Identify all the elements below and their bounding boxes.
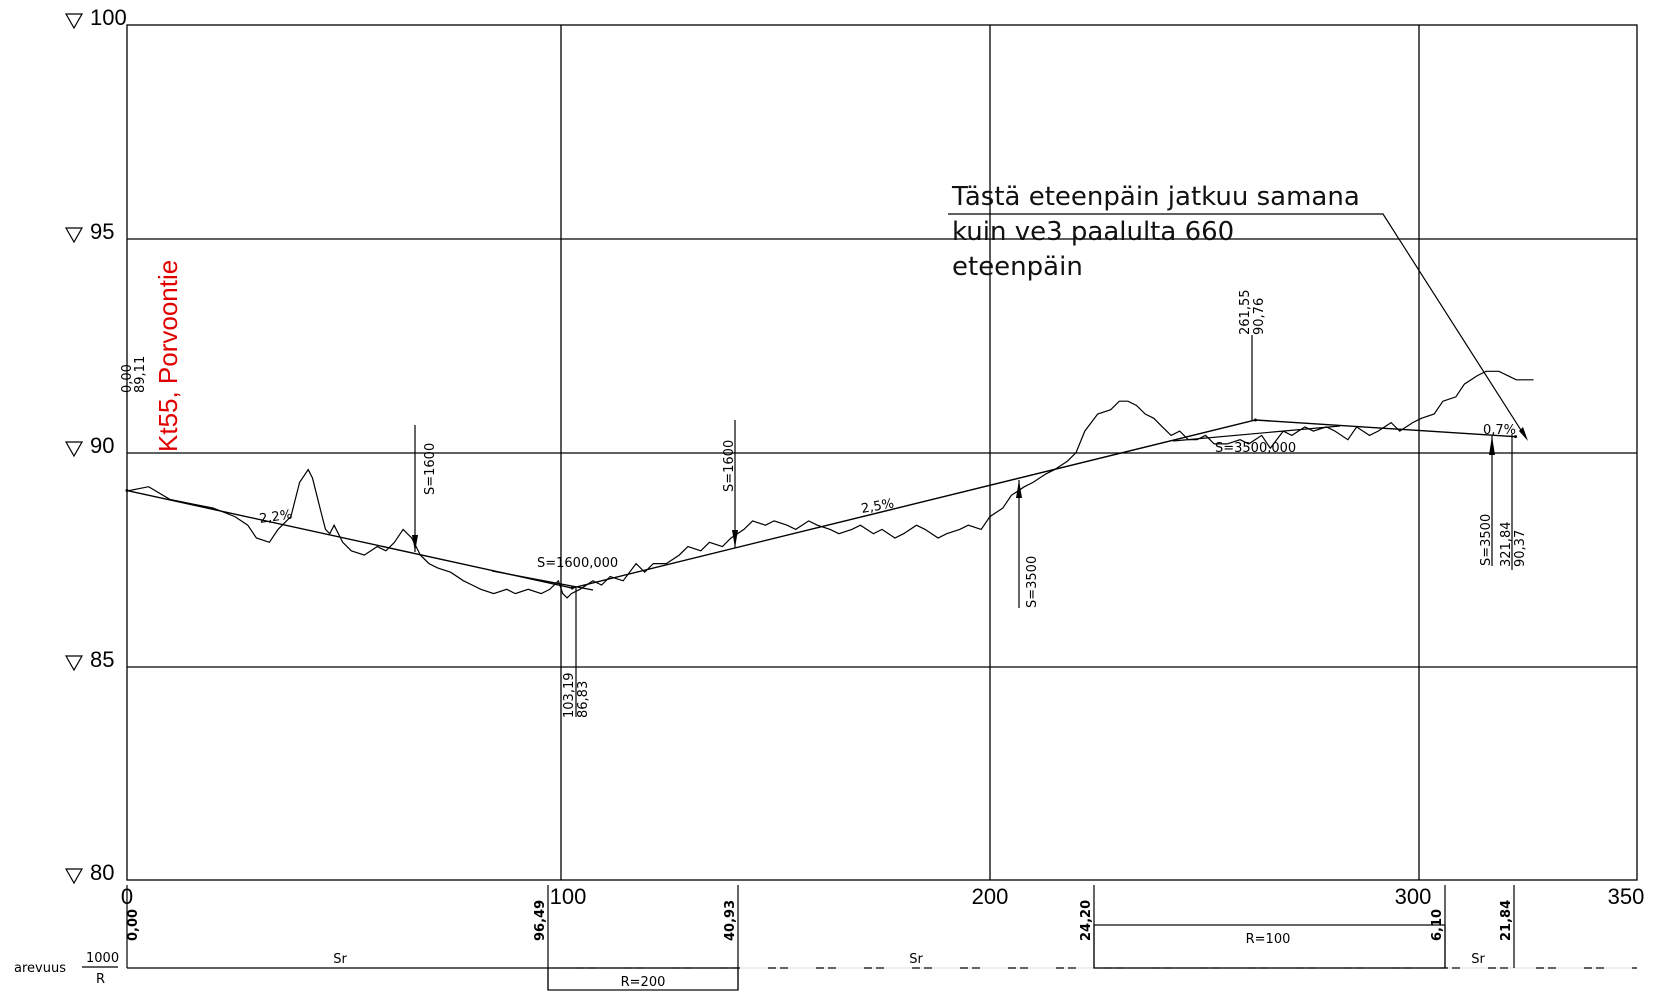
tangent-station-3: 40,93 (723, 900, 738, 941)
low-station: 103,19 (562, 673, 577, 719)
arrow-up-icon (1016, 480, 1022, 498)
curve-label-s1600-b: S=1600 (722, 440, 737, 492)
triangle-marker-icon (64, 13, 84, 30)
curve-label-s3500000: S=3500,000 (1215, 441, 1296, 456)
point-labels: 0,00 89,11 103,19 86,83 261,55 90,76 321… (120, 290, 1528, 719)
tangent-station-5: 6,10 (1430, 909, 1445, 941)
tangent-station-6: 21,84 (1499, 900, 1514, 941)
start-station: 0,00 (120, 364, 135, 393)
start-elevation: 89,11 (133, 356, 148, 393)
legend-top: 1000 (86, 951, 119, 966)
existing-ground-line (126, 370, 1534, 599)
tangent-station-2: 96,49 (533, 900, 548, 941)
triangle-marker-icon (64, 227, 84, 244)
elevation-label-100: 100 (90, 5, 127, 30)
curve-label-s3500-b: S=3500 (1479, 514, 1494, 566)
tangent-station-1: 0,00 (126, 909, 141, 941)
elevation-label-80: 80 (90, 860, 114, 885)
legend-word: arevuus (14, 961, 66, 976)
annotation-line-1: Tästä eteenpäin jatkuu samana (951, 182, 1360, 212)
grade-break-point (570, 586, 574, 590)
curve-label-s1600-a: S=1600 (423, 443, 438, 495)
grade-label-start: 2,2% (258, 508, 293, 527)
elevation-label-90: 90 (90, 433, 114, 458)
arrow-head-icon (1519, 427, 1528, 441)
grade-labels: 2,2% 2,5% 0,7% (258, 423, 1516, 527)
end-station: 321,84 (1499, 522, 1514, 568)
station-label-100: 100 (550, 884, 587, 909)
vertical-curve-chord (491, 570, 594, 591)
annotation-line-2: kuin ve3 paalulta 660 (952, 217, 1234, 247)
legend-bottom: R (96, 972, 105, 987)
road-label: Kt55, Porvoontie (153, 260, 183, 452)
high-elevation: 90,76 (1252, 298, 1267, 335)
station-label-300: 300 (1395, 884, 1432, 909)
elevation-axis: 100 95 90 85 80 (64, 5, 127, 885)
arrow-up-icon (1489, 436, 1495, 455)
vertical-curve-chord (1172, 425, 1341, 442)
tangent-station-4: 24,20 (1079, 900, 1094, 941)
curve-label-s1600000: S=1600,000 (537, 556, 618, 571)
grade-label-mid: 2,5% (860, 496, 895, 517)
station-axis: 0 100 200 300 350 (121, 884, 1644, 909)
sr-label-1: Sr (333, 952, 347, 967)
radius-label-200: R=200 (621, 975, 666, 990)
triangle-marker-icon (64, 868, 84, 885)
alignment-band: 0,00 96,49 40,93 24,20 6,10 21,84 Sr Sr … (14, 885, 1637, 991)
high-station: 261,55 (1238, 290, 1253, 336)
sr-label-2: Sr (909, 952, 923, 967)
station-label-350: 350 (1608, 884, 1645, 909)
curve-label-s3500-a: S=3500 (1025, 556, 1040, 608)
triangle-marker-icon (64, 441, 84, 458)
triangle-marker-icon (64, 655, 84, 672)
end-elevation: 90,37 (1513, 530, 1528, 567)
annotation-line-3: eteenpäin (952, 252, 1083, 282)
elevation-label-85: 85 (90, 647, 114, 672)
annotation-leader (948, 213, 1527, 439)
grade-label-end: 0,7% (1483, 423, 1516, 438)
design-grade-line (126, 419, 1516, 589)
arrow-down-icon (412, 535, 418, 552)
elevation-label-95: 95 (90, 219, 114, 244)
low-elevation: 86,83 (576, 681, 591, 718)
grade-break-point (1253, 418, 1257, 422)
arrow-down-icon (732, 530, 738, 548)
grade-break-point (1514, 435, 1518, 439)
profile-layer (125, 370, 1534, 599)
annotation-note: Tästä eteenpäin jatkuu samana kuin ve3 p… (948, 182, 1528, 441)
sr-label-3: Sr (1471, 952, 1485, 967)
radius-label-100: R=100 (1246, 932, 1291, 947)
station-label-200: 200 (972, 884, 1009, 909)
curve-callouts: S=1600 S=1600 S=3500 S=3500 S=1600,000 S… (412, 420, 1495, 608)
